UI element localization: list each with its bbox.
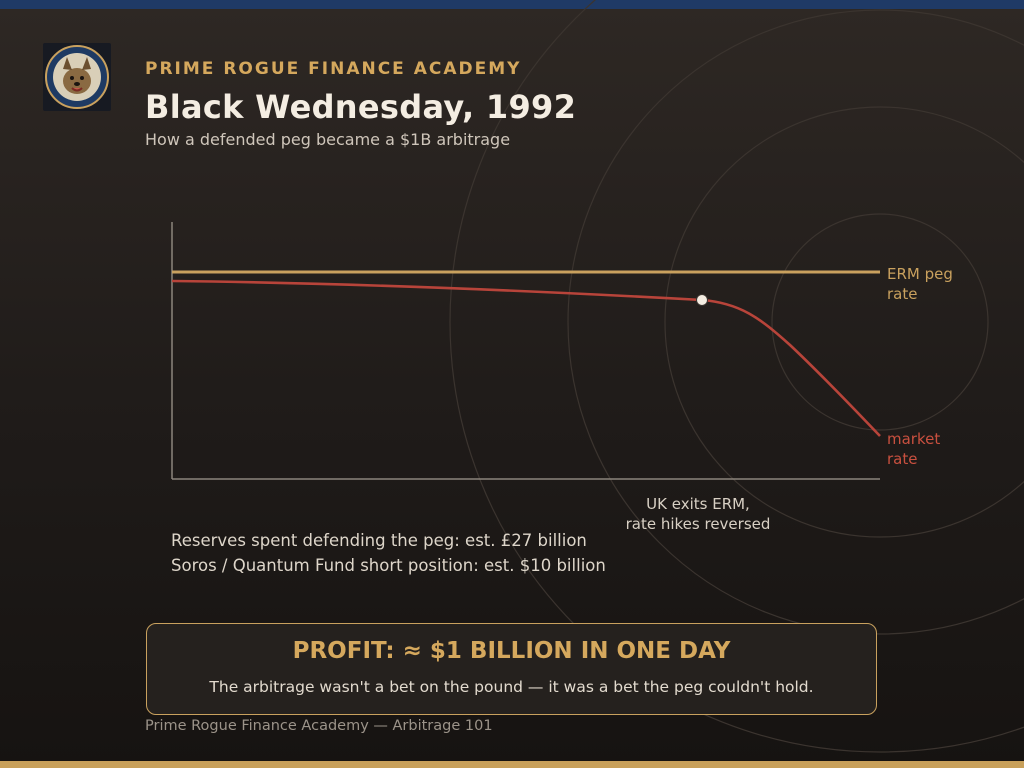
top-accent-bar: [0, 0, 1024, 9]
bottom-accent-bar: [0, 761, 1024, 768]
erm-peg-label-line-1: ERM peg: [887, 265, 953, 283]
profit-callout-title: PROFIT: ≈ $1 BILLION IN ONE DAY: [292, 638, 731, 664]
market-rate-label: market rate: [887, 430, 945, 468]
annotation-line-1: UK exits ERM,: [646, 495, 750, 513]
page-title: Black Wednesday, 1992: [145, 88, 577, 126]
profit-callout: PROFIT: ≈ $1 BILLION IN ONE DAY The arbi…: [146, 623, 877, 715]
dog-mascot-badge-icon: [45, 45, 109, 109]
academy-kicker: PRIME ROGUE FINANCE ACADEMY: [145, 59, 522, 79]
market-rate-line: [171, 279, 881, 437]
erm-peg-label: ERM peg rate: [887, 265, 958, 303]
market-rate-label-line-1: market: [887, 430, 940, 448]
market-rate-label-line-2: rate: [887, 450, 917, 468]
profit-callout-text: The arbitrage wasn't a bet on the pound …: [209, 678, 814, 696]
fact-reserves: Reserves spent defending the peg: est. £…: [171, 531, 587, 550]
annotation-line-2: rate hikes reversed: [625, 515, 771, 533]
fact-short-position: Soros / Quantum Fund short position: est…: [171, 556, 606, 575]
erm-exit-annotation: UK exits ERM, rate hikes reversed: [598, 494, 798, 534]
erm-peg-label-line-2: rate: [887, 285, 917, 303]
page-subtitle: How a defended peg became a $1B arbitrag…: [145, 130, 511, 149]
erm-exit-marker: [696, 294, 708, 306]
footer-credit: Prime Rogue Finance Academy — Arbitrage …: [145, 718, 493, 734]
academy-logo: [43, 43, 111, 111]
